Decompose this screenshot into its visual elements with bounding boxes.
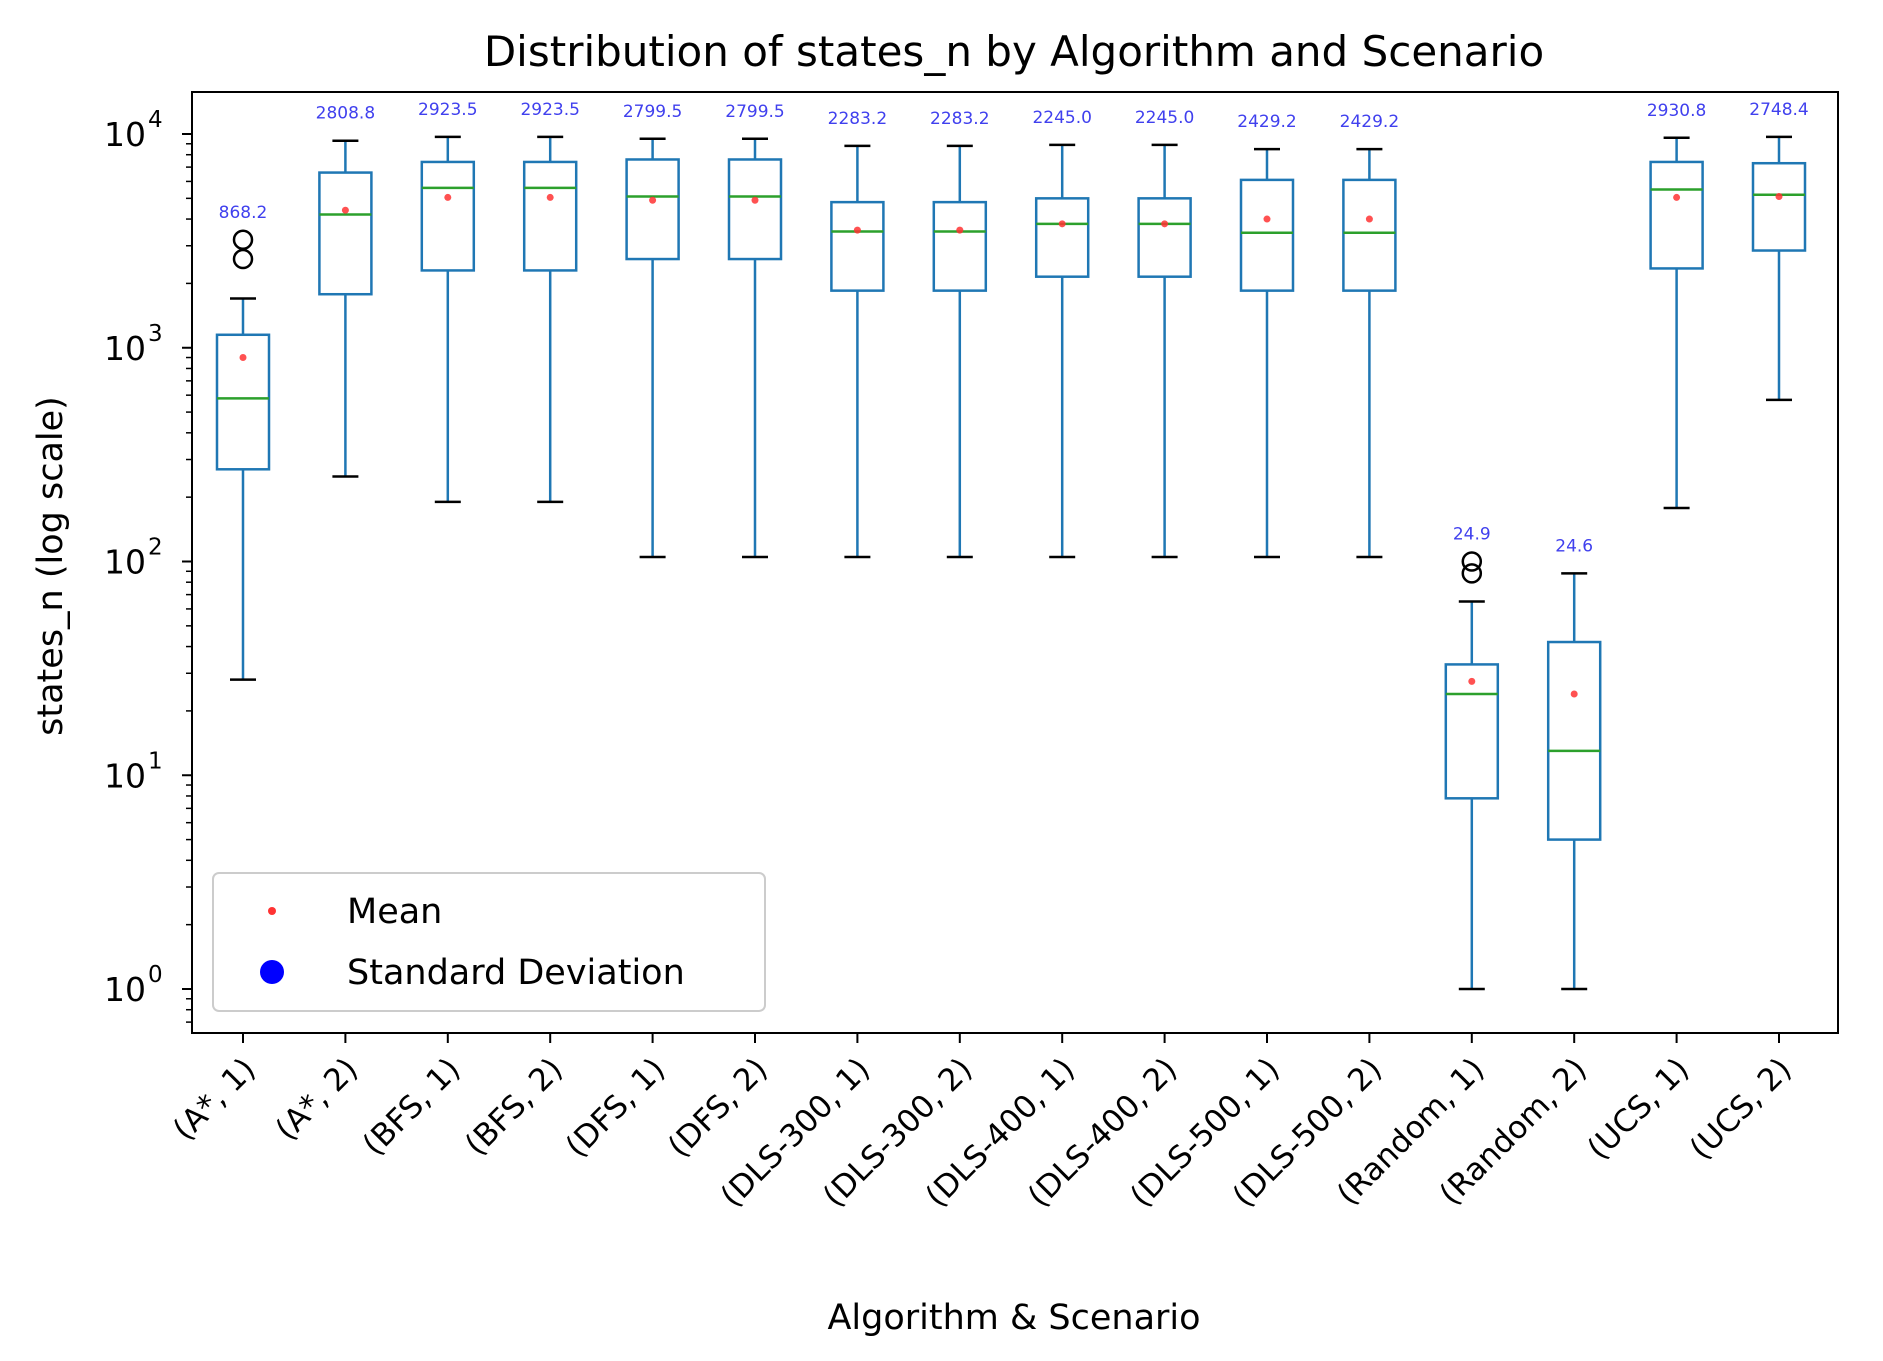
y-tick-label: 10 [104,115,146,154]
outlier-point [1461,563,1483,584]
legend-sd-marker [260,960,284,984]
box-group: 2808.8 [316,104,375,478]
mean-marker [1468,677,1476,685]
box-group: 24.9 [1444,525,1500,991]
sd-label: 2799.5 [725,102,784,122]
outlier-point [1461,551,1483,572]
iqr-box [1342,178,1397,292]
iqr-box [522,160,578,272]
mean-marker [1365,215,1373,223]
mean-marker [444,193,452,201]
chart-title: Distribution of states_n by Algorithm an… [484,27,1544,76]
sd-label: 24.9 [1453,525,1491,545]
iqr-box [215,333,271,471]
sd-label: 2283.2 [828,109,887,129]
plot-frame [191,91,1839,1034]
y-axis-label: states_n (log scale) [31,396,71,736]
box-group: 24.6 [1546,536,1602,991]
sd-label: 2245.0 [1135,108,1194,128]
legend: Mean Standard Deviation [212,872,766,1012]
iqr-box [932,200,988,292]
outlier-point [232,229,254,251]
sd-label: 2808.8 [316,104,375,124]
y-tick-exponent: 2 [148,535,163,561]
outlier-point [232,248,254,270]
y-tick-label: 10 [104,756,146,795]
legend-sd-label: Standard Deviation [347,953,685,993]
iqr-box [1034,197,1090,278]
sd-label: 868.2 [219,203,268,223]
box-group: 2748.4 [1749,100,1809,402]
x-tick-label: (UCS, 1) [1581,1051,1697,1167]
mean-marker [1263,215,1271,223]
x-tick-label: (DFS, 1) [559,1051,672,1164]
box-group: 2429.2 [1237,112,1297,559]
mean-marker [1570,690,1578,698]
x-tick-label: (BFS, 2) [458,1051,570,1163]
legend-frame [212,872,766,1012]
sd-label: 2245.0 [1032,108,1091,128]
x-tick-label: (UCS, 2) [1683,1051,1799,1167]
iqr-box [727,158,783,261]
box-group: 2799.5 [725,102,785,559]
y-tick-label: 10 [104,970,146,1009]
box-group: 2429.2 [1340,112,1399,559]
box-group: 868.2 [215,203,271,681]
y-tick-exponent: 0 [148,962,163,988]
sd-label: 2283.2 [930,109,989,129]
mean-marker [649,196,657,204]
iqr-box [625,158,680,261]
x-tick-label: (A*, 1) [166,1051,262,1147]
mean-marker [751,196,759,204]
x-axis: (A*, 1) (A*, 2)(BFS, 1)(BFS, 2)(DFS, 1)(D… [166,1033,1799,1214]
mean-marker [1161,220,1169,228]
box-group: 2799.5 [623,102,682,559]
mean-marker [956,226,964,234]
iqr-box [1751,161,1807,252]
iqr-box [1546,640,1602,841]
legend-mean-label: Mean [347,892,442,932]
box-group: 2923.5 [520,100,580,504]
iqr-box [830,200,885,292]
iqr-box [1239,178,1295,292]
mean-marker [1775,193,1783,201]
mean-marker [1673,193,1681,201]
sd-label: 2429.2 [1340,112,1399,132]
y-tick-exponent: 3 [148,321,163,347]
box-group: 2245.0 [1135,108,1194,559]
sd-label: 24.6 [1555,536,1593,556]
box-group: 2245.0 [1032,108,1092,559]
iqr-box [420,160,476,272]
iqr-box [1649,160,1704,270]
iqr-box [1137,197,1192,278]
y-tick-label: 10 [104,543,146,582]
iqr-box [1444,663,1500,800]
y-tick-exponent: 1 [148,748,163,774]
sd-label: 2799.5 [623,102,682,122]
mean-marker [1058,220,1066,228]
plot-area: 868.2 2808.8 2923.5 2923.5 2799.5 2799.5 2283.… [215,100,1809,991]
box-group: 2283.2 [828,109,887,559]
sd-label: 2923.5 [520,100,579,120]
x-axis-label: Algorithm & Scenario [827,1298,1200,1338]
legend-mean-marker [268,907,276,915]
sd-label: 2930.8 [1647,101,1706,121]
box-group: 2930.8 [1647,101,1706,510]
mean-marker [239,354,247,362]
x-tick-label: (BFS, 1) [356,1051,468,1163]
iqr-box [318,171,373,296]
x-tick-label: (A*, 2) [269,1051,365,1147]
sd-label: 2429.2 [1237,112,1296,132]
y-tick-exponent: 4 [148,107,163,133]
y-tick-label: 10 [104,329,146,368]
box-group: 2923.5 [418,100,478,504]
mean-marker [546,193,554,201]
mean-marker [341,206,349,214]
sd-label: 2748.4 [1749,100,1808,120]
mean-marker [853,226,861,234]
box-group: 2283.2 [930,109,990,559]
sd-label: 2923.5 [418,100,477,120]
